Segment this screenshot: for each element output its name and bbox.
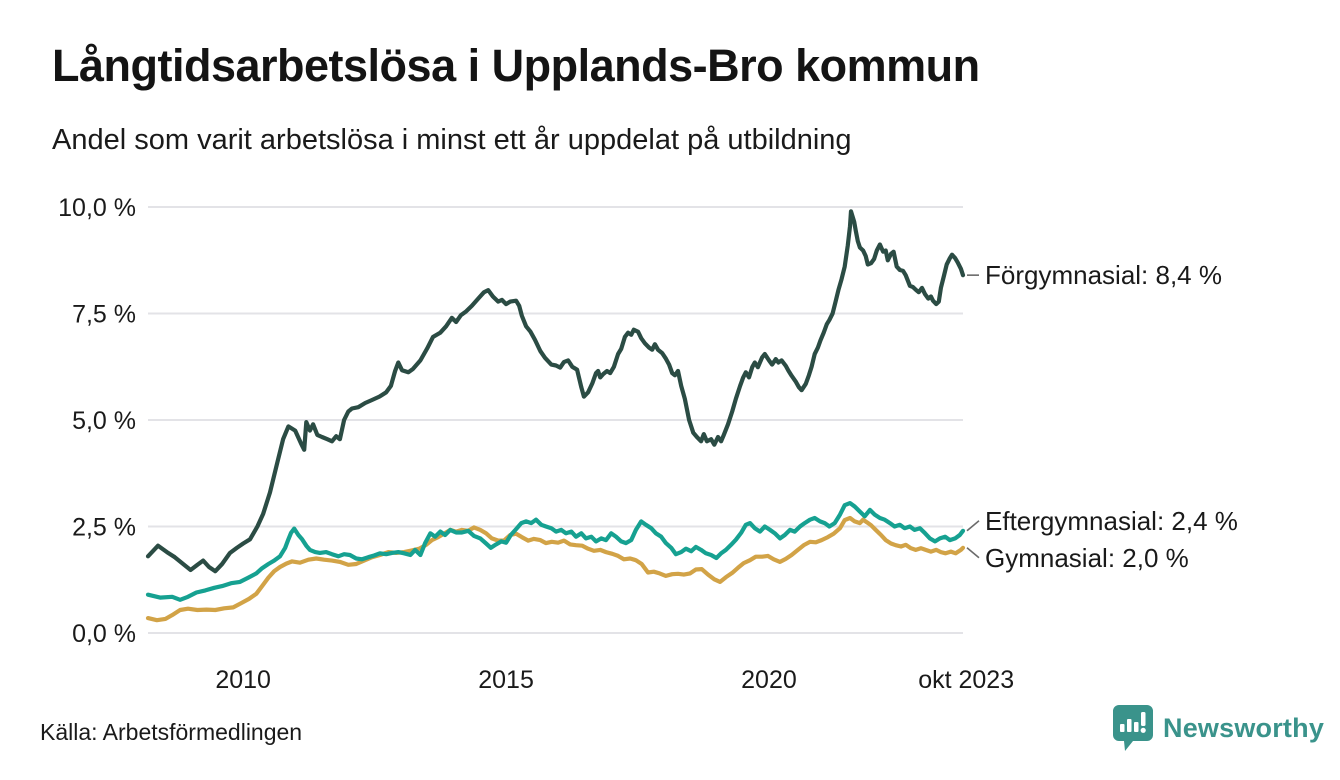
y-axis-tick-label: 0,0 % xyxy=(72,620,136,648)
y-axis-tick-label: 7,5 % xyxy=(72,301,136,329)
x-axis-tick-label: 2010 xyxy=(215,666,271,694)
series-label-gymnasial: Gymnasial: 2,0 % xyxy=(985,543,1189,573)
bar-chart-speech-bubble-icon xyxy=(1113,705,1153,751)
series-line-gymnasial xyxy=(145,515,966,623)
series-line-eftergymnasial xyxy=(145,501,966,602)
series-label-eftergymnasial: Eftergymnasial: 2,4 % xyxy=(985,506,1238,536)
series-line-förgymnasial xyxy=(145,209,966,574)
page-title: Långtidsarbetslösa i Upplands-Bro kommun xyxy=(52,40,980,91)
x-axis-tick-label: 2020 xyxy=(741,666,797,694)
y-axis-tick-label: 2,5 % xyxy=(72,514,136,542)
y-axis-tick-label: 10,0 % xyxy=(58,194,136,222)
x-axis-tick-label: 2015 xyxy=(478,666,534,694)
series-label-förgymnasial: Förgymnasial: 8,4 % xyxy=(985,260,1222,290)
y-axis-tick-label: 5,0 % xyxy=(72,407,136,435)
label-connector-gymnasial xyxy=(966,547,980,559)
chart-subtitle: Andel som varit arbetslösa i minst ett å… xyxy=(52,124,852,156)
newsworthy-logo[interactable]: Newsworthy xyxy=(1112,703,1324,753)
label-connector-eftergymnasial xyxy=(966,520,980,532)
source-note: Källa: Arbetsförmedlingen xyxy=(40,719,303,745)
x-axis-tick-label: okt 2023 xyxy=(918,666,1014,694)
newsworthy-wordmark: Newsworthy xyxy=(1163,712,1325,743)
